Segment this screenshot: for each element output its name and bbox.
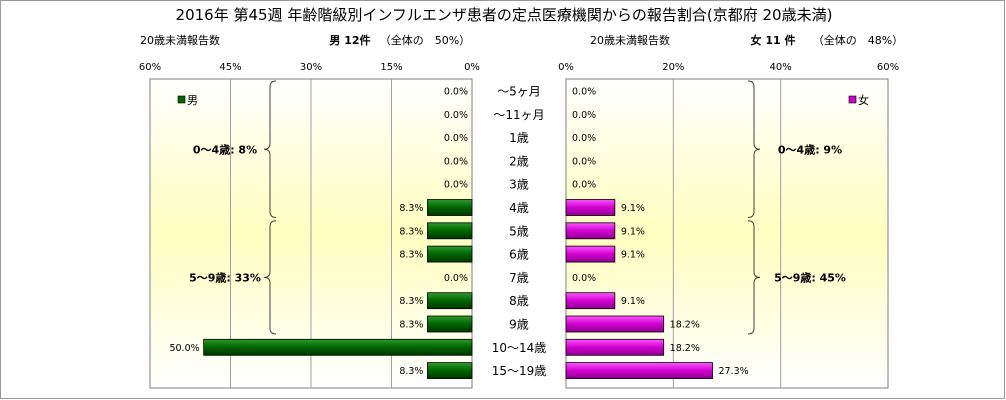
female-value-label: 0.0% <box>572 156 596 167</box>
chart-title: 2016年 第45週 年齢階級別インフルエンザ患者の定点医療機関からの報告割合(… <box>176 6 833 24</box>
left-header-pct: （全体の 50%） <box>380 33 470 47</box>
left-tick-label: 15% <box>380 62 402 73</box>
left-gridlines <box>230 79 392 388</box>
male-value-label: 8.3% <box>399 366 423 377</box>
male-value-label: 0.0% <box>444 133 468 144</box>
category-label: ～5ヶ月 <box>497 85 541 99</box>
male-value-label: 50.0% <box>169 343 199 354</box>
female-value-label: 18.2% <box>670 343 700 354</box>
female-value-label: 9.1% <box>621 250 645 261</box>
category-label: 5歳 <box>509 224 529 238</box>
left-tick-label: 60% <box>139 62 161 73</box>
right-tick-label: 40% <box>770 62 792 73</box>
category-label: 10～14歳 <box>492 341 547 355</box>
male-bar <box>427 315 473 333</box>
right-group-label: 5～9歳: 45% <box>774 270 846 284</box>
female-bar <box>565 199 616 216</box>
category-label: 4歳 <box>509 201 529 215</box>
right-header-main: 女 11 件 <box>751 33 796 47</box>
female-bar <box>565 315 665 333</box>
left-group-label: 5～9歳: 33% <box>189 270 261 284</box>
right-group-brace <box>747 80 761 218</box>
male-value-label: 8.3% <box>399 226 423 237</box>
right-header-pct: （全体の 48%） <box>813 33 903 47</box>
female-value-label: 9.1% <box>621 296 645 307</box>
legend-male-swatch <box>177 95 186 104</box>
female-bar <box>565 245 616 263</box>
female-value-label: 0.0% <box>572 87 596 98</box>
left-tick-label: 30% <box>300 62 322 73</box>
right-age-groups: 0～4歳: 9% 5～9歳: 45% <box>747 80 846 335</box>
female-bars: 0.0% 0.0% 0.0% 0.0% 0.0% 9.1% 9.1% 9.1% 0.0% 9.1%… <box>565 87 749 380</box>
male-bar <box>203 338 473 356</box>
legend-male-label: 男 <box>187 94 198 107</box>
female-bar <box>565 222 616 240</box>
male-bar <box>427 199 473 216</box>
male-value-label: 0.0% <box>444 273 468 284</box>
male-value-label: 0.0% <box>444 180 468 191</box>
female-value-label: 0.0% <box>572 273 596 284</box>
male-bar <box>427 292 473 310</box>
male-value-label: 0.0% <box>444 156 468 167</box>
right-tick-label: 60% <box>877 62 899 73</box>
category-label: 15～19歳 <box>492 364 547 378</box>
male-value-label: 8.3% <box>399 320 423 331</box>
category-label: 1歳 <box>509 131 529 145</box>
category-label: ～11ヶ月 <box>493 108 544 122</box>
left-tick-label: 45% <box>219 62 241 73</box>
legend-female-label: 女 <box>858 93 869 107</box>
category-label: 3歳 <box>509 178 529 192</box>
female-value-label: 0.0% <box>572 110 596 121</box>
female-bar <box>565 362 713 380</box>
male-value-label: 8.3% <box>399 203 423 214</box>
category-label: 6歳 <box>509 248 529 262</box>
female-value-label: 9.1% <box>621 203 645 214</box>
female-value-label: 27.3% <box>719 366 749 377</box>
right-plot-area <box>565 78 889 389</box>
category-label: 9歳 <box>509 318 529 332</box>
male-value-label: 8.3% <box>399 250 423 261</box>
right-group-brace <box>747 220 761 335</box>
male-value-label: 0.0% <box>444 110 468 121</box>
right-group-label: 0～4歳: 9% <box>778 142 842 156</box>
male-bar <box>427 245 473 263</box>
left-tick-label: 0% <box>464 62 480 73</box>
category-label: 2歳 <box>509 154 529 168</box>
female-value-label: 18.2% <box>670 320 700 331</box>
category-label: 8歳 <box>509 294 529 308</box>
female-value-label: 0.0% <box>572 133 596 144</box>
right-gridlines <box>672 79 782 388</box>
right-tick-label: 20% <box>662 62 684 73</box>
right-tick-labels: 0% 20% 40% 60% <box>558 62 899 73</box>
male-bars: 0.0% 0.0% 0.0% 0.0% 0.0% 8.3% 8.3% 8.3% 0.0% 8.3%… <box>169 87 473 380</box>
left-header-main: 男 12件 <box>329 33 370 47</box>
female-value-label: 9.1% <box>621 226 645 237</box>
legend-female: 女 <box>848 93 869 107</box>
male-value-label: 0.0% <box>444 87 468 98</box>
left-group-brace <box>263 80 277 218</box>
legend-female-swatch <box>848 95 857 104</box>
female-value-label: 0.0% <box>572 180 596 191</box>
left-group-label: 0～4歳: 8% <box>193 142 257 156</box>
legend-male: 男 <box>177 94 198 107</box>
female-bar <box>565 338 665 356</box>
right-header-count-label: 20歳未満報告数 <box>590 34 670 47</box>
left-age-groups: 0～4歳: 8% 5～9歳: 33% <box>189 80 277 335</box>
category-labels: ～5ヶ月 ～11ヶ月 1歳 2歳 3歳 4歳 5歳 6歳 7歳 8歳 9歳 10～14歳 15～19歳 <box>492 85 547 379</box>
right-tick-label: 0% <box>558 62 574 73</box>
male-bar <box>427 362 473 380</box>
left-group-brace <box>263 220 277 335</box>
left-tick-labels: 60% 45% 30% 15% 0% <box>139 62 480 73</box>
male-bar <box>427 222 473 240</box>
male-value-label: 8.3% <box>399 296 423 307</box>
category-label: 7歳 <box>509 271 529 285</box>
female-bar <box>565 292 616 310</box>
left-header-count-label: 20歳未満報告数 <box>140 34 220 47</box>
